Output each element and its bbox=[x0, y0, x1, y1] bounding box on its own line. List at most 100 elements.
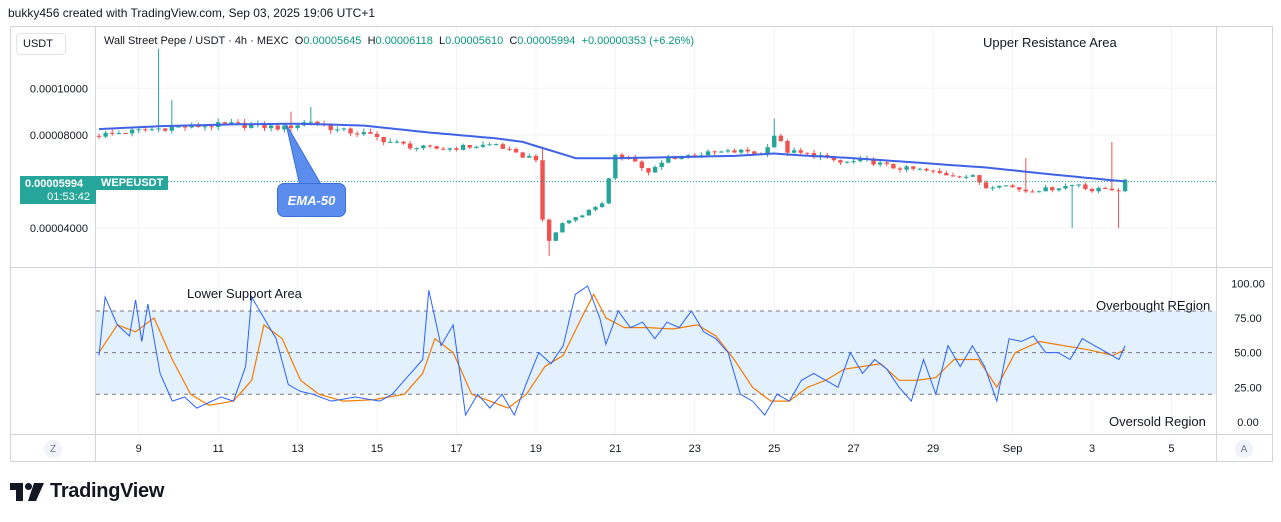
candle-body bbox=[454, 148, 459, 150]
rsi-axis-tick: 25.00 bbox=[1234, 382, 1262, 394]
candle-body bbox=[1056, 188, 1062, 191]
time-axis-tick: 23 bbox=[689, 443, 701, 455]
candle-body bbox=[560, 223, 565, 233]
candle-body bbox=[520, 152, 525, 158]
candle-body bbox=[1109, 188, 1115, 191]
candle-body bbox=[970, 175, 976, 177]
chart-frame bbox=[10, 26, 1273, 462]
candle-body bbox=[884, 162, 889, 164]
legend-low-key: L bbox=[438, 35, 446, 47]
tradingview-logo[interactable]: TradingView bbox=[10, 480, 164, 503]
candle-body bbox=[394, 141, 400, 143]
auto-scale-button[interactable]: A bbox=[1235, 440, 1253, 458]
candle-body bbox=[110, 132, 115, 134]
ema-callout[interactable]: EMA-50 bbox=[277, 183, 346, 217]
candle-body bbox=[772, 135, 777, 148]
candle-body bbox=[633, 157, 638, 162]
zoom-left-button[interactable]: Z bbox=[44, 440, 62, 458]
candle-body bbox=[209, 126, 214, 128]
candle-body bbox=[176, 126, 181, 128]
legend-high: 0.00006118 bbox=[375, 35, 433, 47]
candle-body bbox=[580, 215, 585, 218]
candle-body bbox=[169, 127, 175, 131]
candle-body bbox=[838, 160, 843, 163]
candle-body bbox=[858, 158, 863, 162]
candle-body bbox=[891, 163, 896, 169]
candle-body bbox=[606, 178, 611, 204]
bar-countdown: 01:53:42 bbox=[47, 191, 90, 203]
candle-body bbox=[924, 168, 929, 171]
candle-body bbox=[997, 185, 1002, 188]
currency-unit-button[interactable]: USDT bbox=[16, 33, 66, 55]
candle-body bbox=[712, 151, 717, 153]
candle-body bbox=[957, 176, 962, 178]
candle-body bbox=[116, 133, 122, 135]
candle-body bbox=[136, 129, 141, 131]
rsi-axis-tick: 50.00 bbox=[1234, 348, 1262, 360]
candle-body bbox=[1043, 187, 1048, 192]
upper-resistance-label[interactable]: Upper Resistance Area bbox=[983, 35, 1117, 50]
credit-text: bukky456 created with TradingView.com, S… bbox=[8, 6, 376, 20]
time-axis-tick: 15 bbox=[371, 443, 383, 455]
candle-body bbox=[540, 160, 545, 220]
candle-body bbox=[1023, 189, 1028, 192]
candle-body bbox=[288, 125, 294, 129]
candle-body bbox=[368, 132, 373, 134]
candle-body bbox=[553, 232, 558, 241]
candle-body bbox=[513, 148, 519, 153]
time-axis-tick: 13 bbox=[291, 443, 303, 455]
candle-body bbox=[1010, 185, 1015, 188]
candle-body bbox=[911, 166, 916, 169]
candle-body bbox=[586, 209, 592, 216]
candle-body bbox=[1050, 187, 1055, 191]
candle-body bbox=[1096, 187, 1101, 192]
candle-body bbox=[275, 125, 280, 130]
candle-body bbox=[917, 168, 923, 170]
time-axis-tick: 3 bbox=[1089, 443, 1095, 455]
candle-body bbox=[229, 122, 234, 124]
candle-body bbox=[546, 219, 552, 241]
symbol-price-tag: WEPEUSDT bbox=[96, 176, 169, 190]
time-axis-tick: 25 bbox=[768, 443, 780, 455]
candle-body bbox=[163, 128, 168, 131]
candle-body bbox=[222, 122, 227, 124]
candle-body bbox=[374, 133, 380, 138]
current-price-tag: 0.00005994 01:53:42 bbox=[20, 176, 96, 204]
candle-body bbox=[341, 128, 347, 130]
price-axis-tick: 0.00008000 bbox=[30, 130, 88, 142]
candle-body bbox=[937, 171, 942, 173]
candle-body bbox=[599, 203, 605, 208]
legend-close: 0.00005994 bbox=[517, 35, 576, 47]
candle-body bbox=[990, 187, 995, 189]
candle-body bbox=[719, 151, 724, 153]
candle-body bbox=[977, 175, 982, 183]
legend-open: 0.00005645 bbox=[303, 35, 362, 47]
candle-body bbox=[930, 170, 936, 172]
oversold-label[interactable]: Oversold Region bbox=[1109, 414, 1206, 429]
candle-body bbox=[566, 220, 572, 224]
lower-support-label[interactable]: Lower Support Area bbox=[187, 286, 302, 301]
candle-body bbox=[1016, 187, 1022, 190]
candle-body bbox=[441, 148, 446, 150]
price-axis-tick: 0.00004000 bbox=[30, 223, 88, 235]
candle-body bbox=[897, 168, 903, 170]
candle-body bbox=[1003, 185, 1009, 187]
candle-body bbox=[348, 128, 353, 134]
candle-body bbox=[983, 182, 989, 189]
candle-body bbox=[798, 150, 803, 153]
legend-open-key: O bbox=[294, 35, 304, 47]
candle-body bbox=[904, 166, 909, 170]
candle-body bbox=[414, 148, 419, 150]
candle-body bbox=[659, 162, 664, 168]
candle-body bbox=[778, 135, 784, 142]
price-axis-tick: 0.00010000 bbox=[30, 83, 88, 95]
candle-body bbox=[871, 158, 876, 165]
candle-body bbox=[354, 133, 360, 135]
candle-body bbox=[474, 146, 479, 148]
candle-body bbox=[262, 123, 267, 129]
candle-body bbox=[487, 144, 492, 146]
candle-body bbox=[242, 122, 247, 128]
overbought-label[interactable]: Overbought REgion bbox=[1096, 298, 1211, 313]
candle-body bbox=[752, 151, 757, 155]
